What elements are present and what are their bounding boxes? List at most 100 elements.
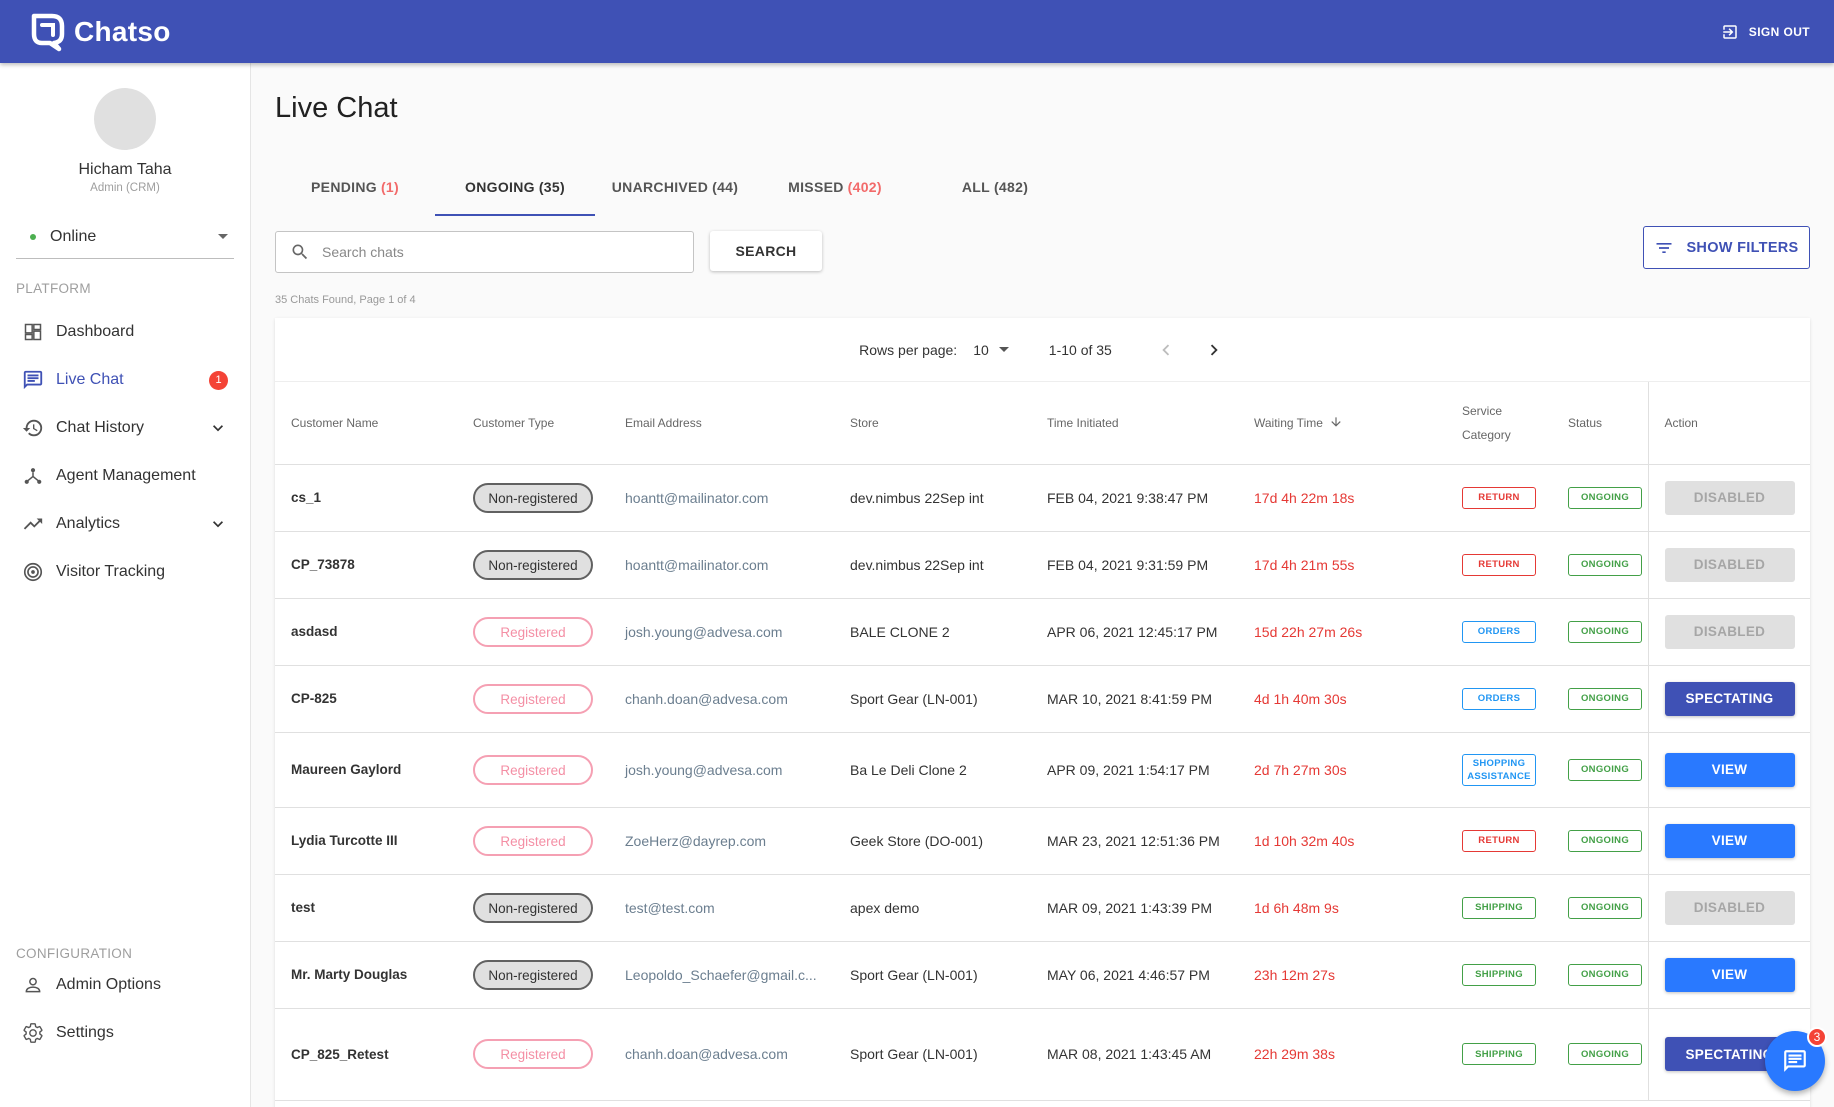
service-category-cell: ORDERS [1446, 665, 1552, 733]
avatar[interactable] [94, 88, 156, 150]
tab-count: (35) [538, 179, 565, 195]
search-button[interactable]: SEARCH [710, 231, 822, 271]
time-initiated: FEB 04, 2021 9:31:59 PM [1031, 531, 1238, 599]
tab-count: (482) [993, 179, 1029, 195]
sort-arrow-down-icon [1331, 417, 1341, 427]
table-row[interactable]: CP_73878 Non-registered hoantt@mailinato… [275, 531, 1810, 599]
status-select[interactable]: Online [16, 215, 234, 259]
search-input[interactable] [322, 244, 672, 260]
sidebar-item-agent-management[interactable]: Agent Management [0, 452, 250, 500]
tab-pending[interactable]: PENDING (1) [275, 158, 435, 216]
email-address: chanh.doan@advesa.com [609, 1008, 834, 1101]
store: Geek Store (DO-001) [834, 807, 1031, 875]
customer-name: cs_1 [275, 464, 457, 532]
disabled-button: DISABLED [1664, 547, 1795, 582]
table-row[interactable]: CP_825_Retest Registered chanh.doan@adve… [275, 1008, 1810, 1101]
customer-type-cell: Registered [457, 1008, 609, 1101]
chat-tabs: PENDING (1) ONGOING (35) UNARCHIVED (44)… [275, 158, 1075, 216]
table-row[interactable]: cs_1 Non-registered hoantt@mailinator.co… [275, 464, 1810, 532]
configuration-section: CONFIGURATION Admin Options Settings [0, 946, 250, 1057]
store: Sport Gear (LN-001) [834, 1008, 1031, 1101]
spectating-button[interactable]: SPECTATING [1664, 681, 1795, 716]
user-name: Hicham Taha [78, 161, 172, 178]
waiting-time: 1d 10h 32m 40s [1238, 807, 1446, 875]
waiting-time: 15d 22h 27m 26s [1238, 598, 1446, 666]
table-row[interactable]: CP-825 Registered chanh.doan@advesa.com … [275, 665, 1810, 733]
service-category-tag: ORDERS [1462, 620, 1536, 643]
chats-table: Customer Name Customer Type Email Addres… [275, 382, 1810, 1101]
column-header-time-initiated[interactable]: Time Initiated [1031, 382, 1238, 465]
chevron-right-icon [1210, 344, 1218, 355]
previous-page-button[interactable] [1154, 338, 1178, 362]
sidebar-item-admin-options[interactable]: Admin Options [0, 961, 250, 1009]
page-range: 1-10 of 35 [1048, 341, 1112, 358]
brand[interactable]: Chatso [28, 12, 171, 52]
table-row[interactable]: Maureen Gaylord Registered josh.young@ad… [275, 732, 1810, 808]
rows-per-page-select[interactable]: 10 [973, 342, 1009, 358]
action-cell: DISABLED [1647, 464, 1810, 532]
tab-ongoing[interactable]: ONGOING (35) [435, 158, 595, 216]
column-header-service-category[interactable]: Service Category [1446, 382, 1552, 465]
email-address: josh.young@advesa.com [609, 732, 834, 808]
next-page-button[interactable] [1202, 338, 1226, 362]
sidebar-item-chat-history[interactable]: Chat History [0, 404, 250, 452]
customer-type-cell: Registered [457, 665, 609, 733]
status-cell: ONGOING [1552, 1008, 1648, 1101]
chatso-logo-icon [31, 13, 65, 51]
customer-type-cell: Non-registered [457, 464, 609, 532]
rows-per-page-value: 10 [973, 341, 989, 358]
chat-icon [22, 369, 44, 391]
customer-type-chip: Registered [473, 1039, 593, 1069]
table-row[interactable]: asdasd Registered josh.young@advesa.com … [275, 598, 1810, 666]
chat-widget-button[interactable]: 3 [1765, 1027, 1827, 1091]
show-filters-button[interactable]: SHOW FILTERS [1643, 226, 1810, 269]
column-header-email[interactable]: Email Address [609, 382, 834, 465]
tab-label: PENDING [311, 179, 377, 195]
tab-all[interactable]: ALL (482) [915, 158, 1075, 216]
store: Sport Gear (LN-001) [834, 941, 1031, 1009]
customer-type-chip: Registered [473, 616, 593, 647]
sidebar-item-live-chat[interactable]: Live Chat 1 [0, 356, 250, 404]
status-cell: ONGOING [1552, 941, 1648, 1009]
column-header-waiting-time[interactable]: Waiting Time [1238, 382, 1446, 465]
view-button[interactable]: VIEW [1664, 752, 1795, 787]
action-cell: DISABLED [1647, 598, 1810, 666]
view-button[interactable]: VIEW [1664, 823, 1795, 858]
store: dev.nimbus 22Sep int [834, 464, 1031, 532]
platform-section-label: PLATFORM [16, 281, 91, 296]
tab-missed[interactable]: MISSED (402) [755, 158, 915, 216]
time-initiated: APR 06, 2021 12:45:17 PM [1031, 598, 1238, 666]
service-category-cell: SHIPPING [1446, 874, 1552, 942]
column-header-status[interactable]: Status [1552, 382, 1648, 465]
table-row[interactable]: Mr. Marty Douglas Non-registered Leopold… [275, 941, 1810, 1009]
sign-out-button[interactable]: SIGN OUT [1721, 23, 1810, 41]
table-header-row: Customer Name Customer Type Email Addres… [275, 382, 1810, 465]
waiting-time: 23h 12m 27s [1238, 941, 1446, 1009]
customer-type-chip: Non-registered [473, 959, 593, 990]
sidebar-item-dashboard[interactable]: Dashboard [0, 308, 250, 356]
service-category-tag: RETURN [1462, 486, 1536, 509]
service-category-label-line-2: Category [1462, 427, 1511, 442]
action-cell: DISABLED [1647, 531, 1810, 599]
status-badge: ONGOING [1568, 620, 1642, 643]
column-header-action: Action [1647, 382, 1810, 465]
service-category-cell: RETURN [1446, 807, 1552, 875]
view-button[interactable]: VIEW [1664, 957, 1795, 992]
column-header-customer-type[interactable]: Customer Type [457, 382, 609, 465]
status-badge: ONGOING [1568, 758, 1642, 781]
top-app-bar: Chatso SIGN OUT [0, 0, 1834, 63]
customer-type-cell: Registered [457, 598, 609, 666]
store: dev.nimbus 22Sep int [834, 531, 1031, 599]
column-header-store[interactable]: Store [834, 382, 1031, 465]
tab-unarchived[interactable]: UNARCHIVED (44) [595, 158, 755, 216]
column-header-customer-name[interactable]: Customer Name [275, 382, 457, 465]
table-row[interactable]: Lydia Turcotte III Registered ZoeHerz@da… [275, 807, 1810, 875]
show-filters-label: SHOW FILTERS [1686, 239, 1799, 256]
sidebar-item-analytics[interactable]: Analytics [0, 500, 250, 548]
pagination: Rows per page: 10 1-10 of 35 [275, 318, 1810, 382]
status-cell: ONGOING [1552, 807, 1648, 875]
sidebar-item-visitor-tracking[interactable]: Visitor Tracking [0, 548, 250, 596]
table-row[interactable]: test Non-registered test@test.com apex d… [275, 874, 1810, 942]
sidebar-item-settings[interactable]: Settings [0, 1009, 250, 1057]
sign-out-icon [1723, 24, 1737, 39]
